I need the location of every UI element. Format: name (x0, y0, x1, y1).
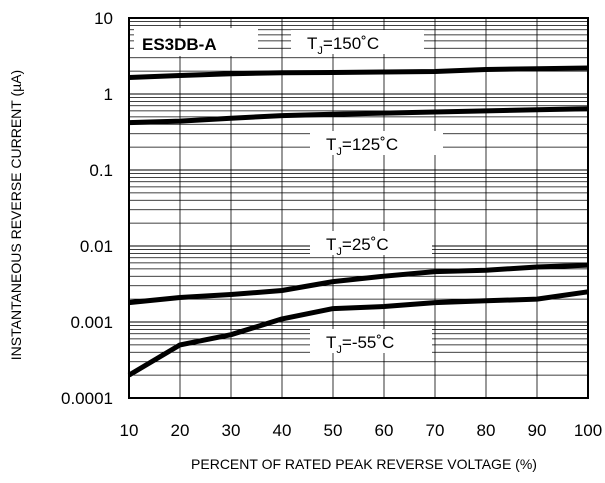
chart-title: ES3DB-A (142, 35, 217, 54)
plot-frame (128, 17, 589, 399)
x-tick-label: 30 (222, 421, 241, 440)
series-labels: TJ=150˚C TJ=125˚C TJ=25˚C TJ=-55˚C (291, 30, 443, 356)
y-tick-label: 1 (104, 85, 113, 104)
series-label-bg (310, 231, 432, 255)
y-axis-label: INSTANTANEOUS REVERSE CURRENT (µA) (8, 70, 24, 360)
x-axis-label: PERCENT OF RATED PEAK REVERSE VOLTAGE (%… (191, 456, 537, 472)
y-tick-label: 0.001 (70, 313, 113, 332)
y-tick-label: 0.01 (80, 237, 113, 256)
series-line (128, 262, 589, 306)
series-label-bg (291, 30, 424, 54)
series-label-text: TJ=25˚C (326, 235, 389, 258)
series-label: TJ=125˚C (310, 131, 443, 158)
series-label-text: TJ=150˚C (307, 34, 379, 57)
series-label: TJ=-55˚C (310, 329, 432, 356)
plot-border (128, 17, 589, 399)
x-tick-label: 70 (426, 421, 445, 440)
series-label-bg (310, 329, 432, 353)
series-label: TJ=150˚C (291, 30, 424, 57)
series-line (128, 106, 589, 126)
x-tick-label: 20 (171, 421, 190, 440)
x-tick-label: 60 (375, 421, 394, 440)
series-label-text: TJ=-55˚C (326, 333, 394, 356)
y-tick-label: 0.1 (89, 161, 113, 180)
chart-title-box: ES3DB-A (134, 28, 258, 56)
x-tick-label: 10 (120, 421, 139, 440)
series-line (127, 289, 589, 378)
y-tick-label: 0.0001 (61, 389, 113, 408)
series-label: TJ=25˚C (310, 231, 432, 258)
x-tick-label: 90 (528, 421, 547, 440)
x-tick-label: 80 (477, 421, 496, 440)
tick-labels: 10 20 30 40 50 60 70 80 90 100 10 1 0.1 0.01 0.001 0.00… (61, 9, 602, 440)
series-label-bg (310, 131, 443, 155)
x-tick-label: 40 (273, 421, 292, 440)
series-label-text: TJ=125˚C (326, 135, 398, 158)
y-tick-label: 10 (94, 9, 113, 28)
x-tick-label: 100 (574, 421, 602, 440)
series-lines (127, 65, 589, 378)
series-line (128, 65, 589, 80)
x-tick-label: 50 (324, 421, 343, 440)
